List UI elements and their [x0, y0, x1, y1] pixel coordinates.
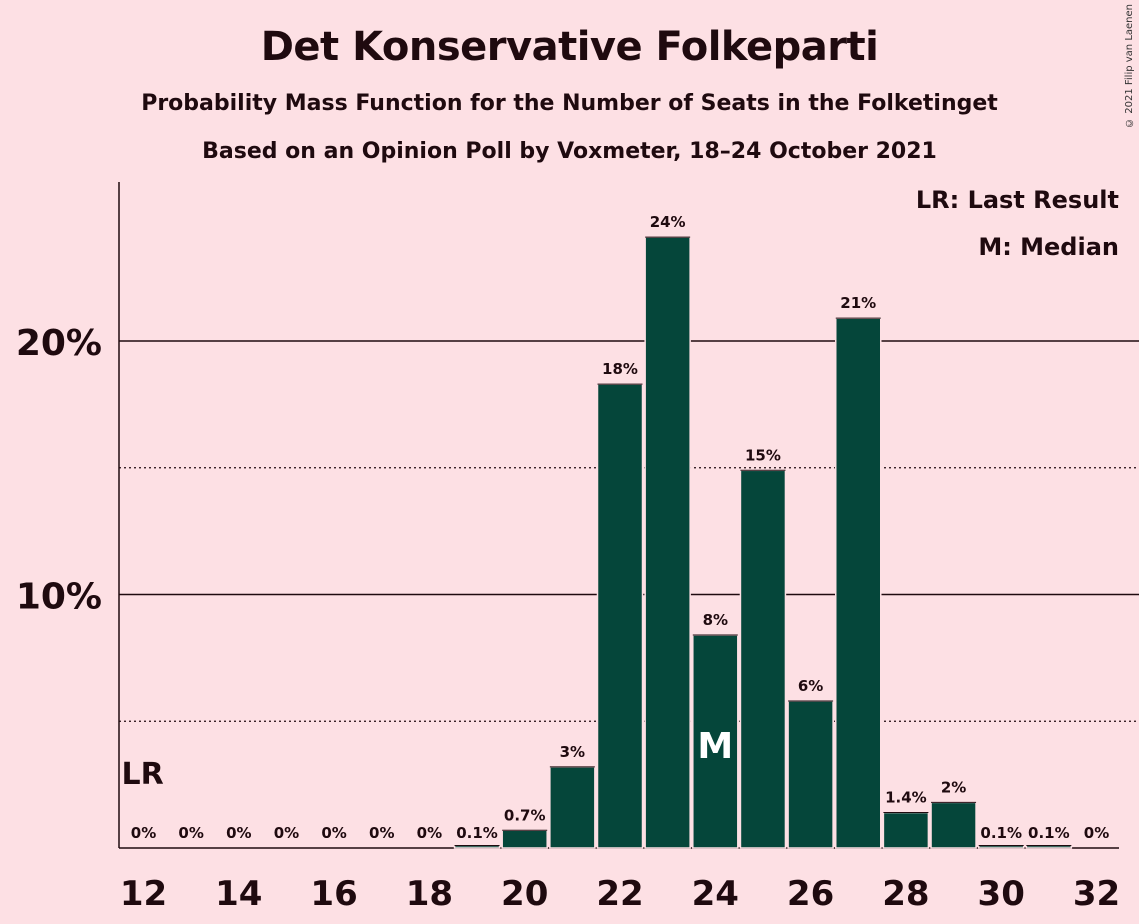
data-label: 0%: [321, 824, 346, 842]
x-tick-label: 24: [692, 874, 739, 914]
chart-source: Based on an Opinion Poll by Voxmeter, 18…: [202, 139, 937, 164]
bar: [930, 801, 977, 849]
bar: [692, 634, 739, 849]
legend-median: M: Median: [978, 233, 1119, 261]
x-tick-label: 32: [1073, 874, 1120, 914]
data-label: 0%: [131, 824, 156, 842]
data-label: 0%: [226, 824, 251, 842]
y-tick-label: 10%: [16, 577, 102, 618]
chart-title: Det Konservative Folkeparti: [260, 24, 879, 70]
data-label: 18%: [602, 360, 638, 378]
data-label: 0.1%: [456, 824, 498, 842]
bar: [835, 317, 882, 849]
data-label: 21%: [840, 294, 876, 312]
x-tick-label: 28: [882, 874, 929, 914]
x-tick-label: 30: [978, 874, 1025, 914]
bar: [882, 811, 930, 849]
x-tick-label: 14: [215, 874, 262, 914]
data-label: 8%: [703, 611, 728, 629]
x-tick-label: 18: [406, 874, 453, 914]
data-label: 24%: [650, 213, 686, 231]
chart-subtitle: Probability Mass Function for the Number…: [141, 91, 998, 116]
data-label: 0.1%: [980, 824, 1022, 842]
x-tick-label: 22: [596, 874, 643, 914]
bar: [739, 469, 787, 849]
data-label: 0.7%: [504, 806, 546, 824]
bar: [501, 829, 548, 849]
data-label: 0.1%: [1028, 824, 1070, 842]
last-result-marker: LR: [122, 757, 164, 792]
median-marker: M: [697, 726, 733, 767]
bar: [644, 236, 691, 849]
bar: [549, 766, 596, 849]
data-label: 0%: [274, 824, 299, 842]
x-tick-label: 16: [310, 874, 357, 914]
data-label: 15%: [745, 446, 781, 464]
data-label: 1.4%: [885, 789, 927, 807]
x-tick-label: 12: [120, 874, 167, 914]
data-label: 0%: [1084, 824, 1109, 842]
data-label: 3%: [560, 743, 585, 761]
x-tick-label: 20: [501, 874, 548, 914]
bar: [596, 383, 644, 849]
bar: [787, 700, 834, 849]
legend-last-result: LR: Last Result: [915, 186, 1119, 214]
data-label: 2%: [941, 778, 966, 796]
data-label: 0%: [417, 824, 442, 842]
data-label: 0%: [178, 824, 203, 842]
y-tick-label: 20%: [16, 323, 102, 364]
data-label: 0%: [369, 824, 394, 842]
x-tick-label: 26: [787, 874, 834, 914]
data-label: 6%: [798, 677, 823, 695]
